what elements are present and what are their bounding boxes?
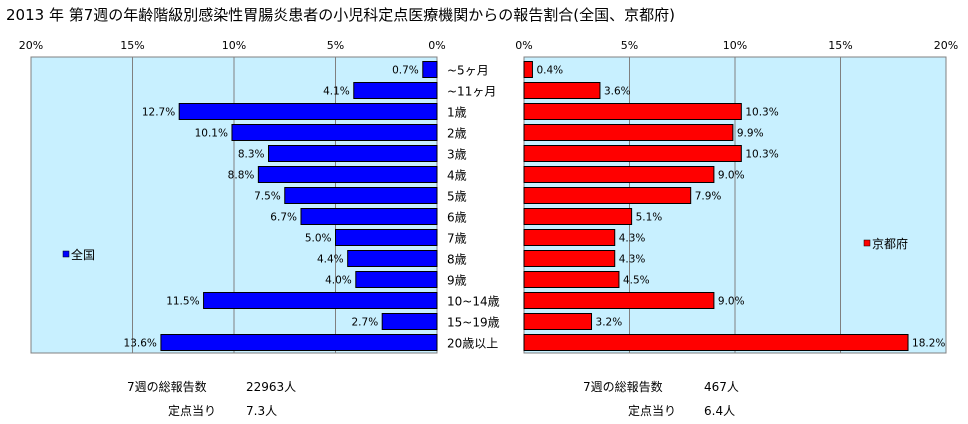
category-label: 7歳	[447, 232, 467, 246]
national-per-value: 7.3人	[246, 404, 278, 418]
kyoto-data-label: 18.2%	[912, 338, 945, 350]
kyoto-bar	[523, 292, 715, 309]
national-data-label: 5.0%	[305, 233, 332, 245]
left-x-tick-label: 10%	[222, 39, 246, 52]
right-x-tick-label: 0%	[515, 39, 532, 52]
national-data-label: 4.1%	[323, 86, 350, 98]
left-x-tick-label: 15%	[120, 39, 144, 52]
national-bar	[353, 82, 438, 99]
national-data-label: 13.6%	[124, 338, 157, 350]
national-bar	[422, 61, 438, 78]
left-x-tick-label: 20%	[19, 39, 43, 52]
category-label: 2歳	[447, 127, 467, 141]
kyoto-data-label: 3.2%	[596, 317, 623, 329]
chart-title: 2013 年 第7週の年齢階級別感染性胃腸炎患者の小児科定点医療機関からの報告割…	[6, 6, 675, 24]
national-per-label: 定点当り	[168, 404, 217, 418]
kyoto-bar	[523, 271, 620, 288]
category-label: 5歳	[447, 190, 467, 204]
kyoto-bar	[523, 229, 616, 246]
kyoto-data-label: 4.3%	[619, 254, 646, 266]
kyoto-total-value: 467人	[704, 380, 739, 394]
kyoto-bar	[523, 103, 742, 120]
left-x-tick-label: 0%	[428, 39, 445, 52]
national-data-label: 10.1%	[195, 128, 228, 140]
national-data-label: 12.7%	[142, 107, 175, 119]
category-label: 6歳	[447, 211, 467, 225]
national-total-label: 7週の総報告数	[127, 380, 207, 394]
national-legend-label: 全国	[71, 247, 95, 262]
kyoto-data-label: 9.0%	[718, 296, 745, 308]
category-label: ~11ヶ月	[447, 85, 496, 99]
national-bar	[284, 187, 438, 204]
kyoto-bar	[523, 187, 692, 204]
national-bar	[231, 124, 438, 141]
national-legend-swatch	[62, 250, 70, 258]
right-x-tick-label: 10%	[723, 39, 747, 52]
national-data-label: 4.4%	[317, 254, 344, 266]
national-data-label: 0.7%	[392, 65, 419, 77]
kyoto-per-label: 定点当り	[628, 404, 677, 418]
category-label: 15~19歳	[447, 316, 500, 330]
kyoto-per-value: 6.4人	[704, 404, 736, 418]
national-bar	[268, 145, 438, 162]
category-label: 8歳	[447, 253, 467, 267]
national-bar	[178, 103, 438, 120]
category-label: 1歳	[447, 106, 467, 120]
national-data-label: 8.8%	[228, 170, 255, 182]
category-label: 3歳	[447, 148, 467, 162]
right-x-tick-label: 5%	[621, 39, 638, 52]
kyoto-data-label: 9.0%	[718, 170, 745, 182]
kyoto-bar	[523, 82, 601, 99]
kyoto-bar	[523, 313, 593, 330]
national-bar	[203, 292, 438, 309]
kyoto-bar	[523, 145, 742, 162]
kyoto-bar	[523, 61, 533, 78]
kyoto-data-label: 0.4%	[536, 65, 563, 77]
kyoto-bar	[523, 334, 909, 351]
kyoto-legend-swatch	[863, 239, 871, 247]
kyoto-data-label: 4.5%	[623, 275, 650, 287]
kyoto-bar	[523, 250, 616, 267]
kyoto-bar	[523, 166, 715, 183]
national-bar	[257, 166, 438, 183]
kyoto-data-label: 5.1%	[636, 212, 663, 224]
category-label: ~5ヶ月	[447, 64, 489, 78]
kyoto-data-label: 3.6%	[604, 86, 631, 98]
kyoto-bar	[523, 208, 633, 225]
kyoto-data-label: 9.9%	[737, 128, 764, 140]
national-data-label: 7.5%	[254, 191, 281, 203]
national-bar	[347, 250, 438, 267]
national-bar	[381, 313, 438, 330]
kyoto-bar	[523, 124, 734, 141]
kyoto-data-label: 7.9%	[695, 191, 722, 203]
category-label: 4歳	[447, 169, 467, 183]
national-data-label: 6.7%	[270, 212, 297, 224]
national-data-label: 11.5%	[166, 296, 199, 308]
category-label: 10~14歳	[447, 295, 500, 309]
category-label: 9歳	[447, 274, 467, 288]
right-x-tick-label: 15%	[828, 39, 852, 52]
national-data-label: 2.7%	[352, 317, 379, 329]
national-bar	[335, 229, 438, 246]
kyoto-data-label: 4.3%	[619, 233, 646, 245]
national-data-label: 4.0%	[325, 275, 352, 287]
national-bar	[300, 208, 438, 225]
kyoto-data-label: 10.3%	[745, 107, 778, 119]
right-x-tick-label: 20%	[934, 39, 958, 52]
kyoto-data-label: 10.3%	[745, 149, 778, 161]
national-data-label: 8.3%	[238, 149, 265, 161]
left-x-tick-label: 5%	[327, 39, 344, 52]
national-bar	[160, 334, 438, 351]
kyoto-legend-label: 京都府	[872, 236, 908, 251]
category-label: 20歳以上	[447, 337, 498, 351]
kyoto-total-label: 7週の総報告数	[583, 380, 663, 394]
national-total-value: 22963人	[246, 380, 297, 394]
national-bar	[355, 271, 438, 288]
